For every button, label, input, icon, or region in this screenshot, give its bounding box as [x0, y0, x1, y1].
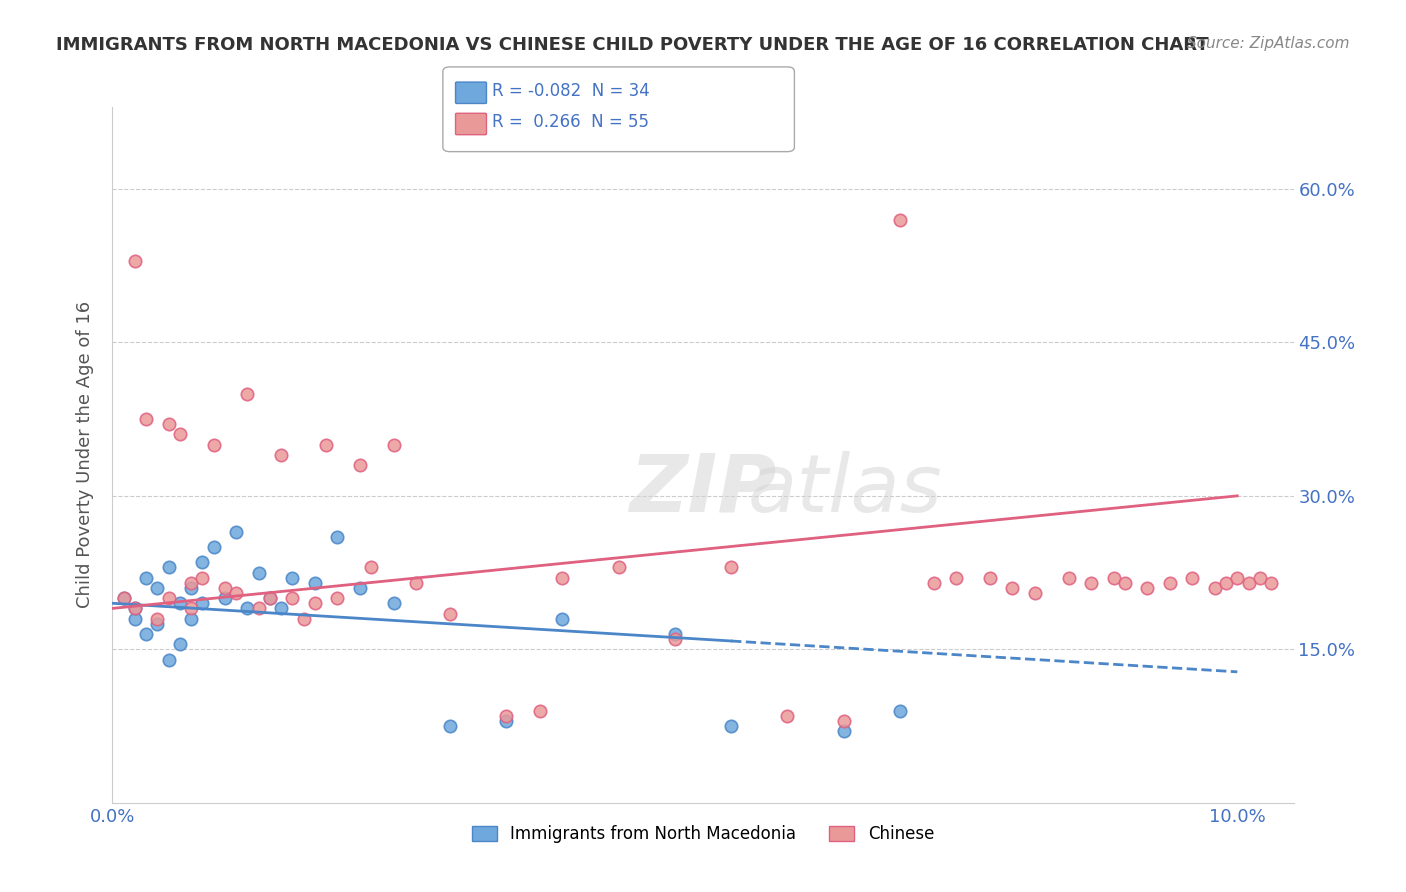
Point [1080, 575, 1102, 590]
Point [1024, 586, 1046, 600]
Text: atlas: atlas [748, 450, 942, 529]
Point [664, 627, 686, 641]
Point [202, 438, 225, 452]
Text: ZIP: ZIP [630, 450, 776, 529]
Point [157, 652, 180, 666]
Point [180, 601, 202, 615]
Point [405, 575, 427, 590]
Text: Source: ZipAtlas.com: Source: ZipAtlas.com [1187, 36, 1350, 51]
Point [1057, 571, 1080, 585]
Point [236, 601, 259, 615]
Point [180, 612, 202, 626]
Point [1102, 571, 1125, 585]
Point [1260, 575, 1282, 590]
Point [180, 581, 202, 595]
Point [720, 719, 742, 733]
Point [1215, 575, 1237, 590]
Point [529, 704, 551, 718]
Point [979, 571, 1001, 585]
Point [270, 601, 292, 615]
Point [664, 632, 686, 646]
Point [776, 708, 799, 723]
Point [281, 571, 304, 585]
Point [349, 581, 371, 595]
Point [135, 571, 157, 585]
Point [382, 596, 405, 610]
Point [169, 596, 191, 610]
Point [304, 596, 326, 610]
Point [112, 591, 135, 606]
Point [945, 571, 967, 585]
Point [202, 540, 225, 554]
Point [326, 591, 349, 606]
Point [124, 612, 146, 626]
Point [191, 555, 214, 569]
Point [247, 601, 270, 615]
Point [292, 612, 315, 626]
Point [191, 596, 214, 610]
Text: R = -0.082  N = 34: R = -0.082 N = 34 [492, 82, 650, 100]
Point [247, 566, 270, 580]
Point [360, 560, 382, 574]
Text: R =  0.266  N = 55: R = 0.266 N = 55 [492, 113, 650, 131]
Y-axis label: Child Poverty Under the Age of 16: Child Poverty Under the Age of 16 [76, 301, 94, 608]
Point [259, 591, 281, 606]
Point [551, 612, 574, 626]
Point [169, 427, 191, 442]
Point [889, 212, 911, 227]
Point [225, 586, 247, 600]
Point [281, 591, 304, 606]
Point [146, 612, 169, 626]
Point [135, 627, 157, 641]
Point [225, 524, 247, 539]
Point [439, 719, 461, 733]
Point [124, 253, 146, 268]
Point [349, 458, 371, 472]
Point [439, 607, 461, 621]
Point [922, 575, 945, 590]
Point [259, 591, 281, 606]
Point [157, 417, 180, 432]
Point [304, 575, 326, 590]
Point [124, 601, 146, 615]
Point [1237, 575, 1260, 590]
Point [607, 560, 630, 574]
Point [146, 581, 169, 595]
Point [112, 591, 135, 606]
Point [236, 386, 259, 401]
Point [1249, 571, 1271, 585]
Point [382, 438, 405, 452]
Point [157, 560, 180, 574]
Point [315, 438, 337, 452]
Point [124, 601, 146, 615]
Point [1226, 571, 1249, 585]
Point [180, 575, 202, 590]
Point [214, 581, 236, 595]
Point [270, 448, 292, 462]
Point [889, 704, 911, 718]
Point [551, 571, 574, 585]
Point [157, 591, 180, 606]
Point [214, 591, 236, 606]
Point [326, 530, 349, 544]
Point [191, 571, 214, 585]
Point [135, 412, 157, 426]
Point [1114, 575, 1136, 590]
Point [1001, 581, 1024, 595]
Point [832, 724, 855, 739]
Point [169, 637, 191, 651]
Point [832, 714, 855, 728]
Point [146, 616, 169, 631]
Point [1136, 581, 1159, 595]
Point [1181, 571, 1204, 585]
Point [1159, 575, 1181, 590]
Point [1204, 581, 1226, 595]
Point [495, 708, 517, 723]
Point [495, 714, 517, 728]
Text: IMMIGRANTS FROM NORTH MACEDONIA VS CHINESE CHILD POVERTY UNDER THE AGE OF 16 COR: IMMIGRANTS FROM NORTH MACEDONIA VS CHINE… [56, 36, 1209, 54]
Legend: Immigrants from North Macedonia, Chinese: Immigrants from North Macedonia, Chinese [465, 819, 941, 850]
Point [720, 560, 742, 574]
